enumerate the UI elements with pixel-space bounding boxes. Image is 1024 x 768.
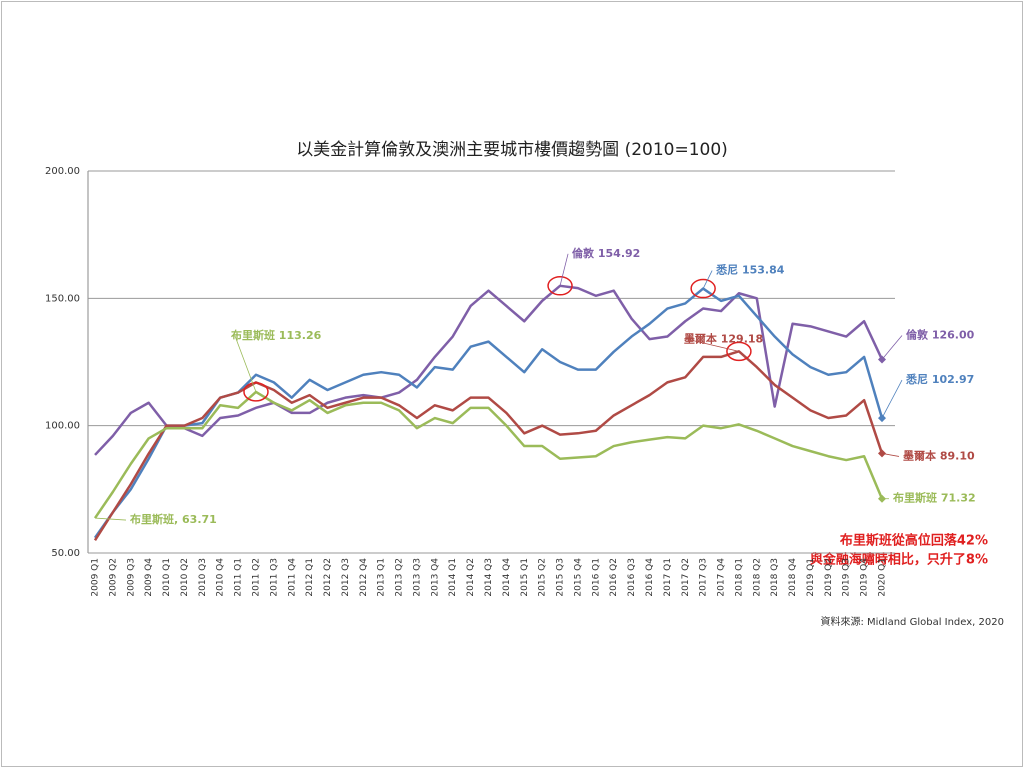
x-tick-label: 2011 Q1 (234, 558, 244, 597)
x-tick-label: 2014 Q1 (448, 558, 458, 597)
series-line (94, 284, 884, 456)
x-tick-label: 2009 Q4 (144, 558, 154, 597)
x-tick-label: 2012 Q4 (359, 558, 369, 597)
x-tick-label: 2019 Q4 (860, 558, 870, 597)
leader-line (881, 379, 903, 419)
x-tick-label: 2016 Q2 (609, 558, 619, 597)
x-tick-label: 2011 Q4 (287, 558, 297, 597)
y-tick-label: 200.00 (45, 166, 80, 177)
annotation: 布里斯班從高位回落42% (840, 533, 988, 549)
source: 資料來源: Midland Global Index, 2020 (821, 615, 1005, 628)
highlight-circle (726, 341, 752, 362)
chart-title: 以美金計算倫敦及澳洲主要城市樓價趨勢圖 (2010=100) (296, 140, 728, 160)
x-tick-label: 2014 Q2 (466, 558, 476, 597)
x-tick-label: 2017 Q4 (717, 558, 727, 597)
x-tick-label: 2016 Q4 (645, 558, 655, 597)
data-label: 布里斯班 71.32 (893, 491, 976, 505)
series-line (93, 350, 884, 541)
leader-line (881, 453, 900, 457)
y-tick-label: 100.00 (45, 421, 80, 432)
data-label: 布里斯班 113.26 (231, 328, 322, 342)
data-label: 倫敦 154.92 (572, 246, 640, 260)
data-label: 布里斯班, 63.71 (130, 512, 217, 526)
leader-line (234, 335, 257, 393)
data-label: 倫敦 126.00 (906, 327, 975, 341)
x-tick-label: 2009 Q1 (91, 558, 101, 597)
x-tick-label: 2009 Q2 (108, 558, 118, 597)
x-tick-label: 2010 Q4 (216, 558, 226, 597)
data-label: 悉尼 153.84 (715, 263, 785, 277)
data-label: 墨爾本 129.18 (684, 331, 763, 345)
leader-line (702, 270, 713, 289)
x-tick-label: 2019 Q2 (824, 558, 834, 597)
x-tick-label: 2010 Q2 (180, 558, 190, 597)
x-tick-label: 2012 Q3 (341, 558, 351, 597)
x-tick-label: 2017 Q2 (681, 558, 691, 597)
x-tick-label: 2016 Q3 (627, 558, 637, 597)
x-tick-label: 2019 Q1 (806, 558, 816, 597)
leader-line (559, 253, 569, 286)
x-tick-label: 2015 Q1 (520, 558, 530, 597)
x-tick-label: 2010 Q3 (198, 558, 208, 597)
x-tick-label: 2011 Q3 (269, 558, 279, 597)
x-tick-label: 2018 Q1 (734, 558, 744, 597)
leader-line (94, 517, 127, 521)
series-line (93, 390, 884, 519)
x-tick-label: 2015 Q2 (538, 558, 548, 597)
leader-line (881, 335, 903, 360)
highlight-circle (243, 382, 269, 402)
x-tick-label: 2011 Q2 (251, 558, 261, 597)
x-tick-label: 2010 Q1 (162, 558, 172, 597)
data-label: 墨爾本 89.10 (903, 448, 975, 462)
y-tick-label: 50.00 (51, 548, 80, 559)
x-tick-label: 2014 Q3 (484, 558, 494, 597)
x-tick-label: 2015 Q3 (556, 558, 566, 597)
highlight-circle (690, 278, 716, 299)
highlight-circle (547, 276, 573, 296)
x-tick-label: 2016 Q1 (591, 558, 601, 597)
annotation: 與金融海嘯時相比，只升了8% (810, 552, 988, 568)
x-tick-label: 2018 Q3 (770, 558, 780, 597)
x-tick-label: 2013 Q3 (412, 558, 422, 597)
x-tick-label: 2017 Q3 (699, 558, 709, 597)
x-tick-label: 2018 Q2 (752, 558, 762, 597)
x-tick-label: 2019 Q3 (842, 558, 852, 597)
x-tick-label: 2013 Q4 (430, 558, 440, 597)
x-tick-label: 2017 Q1 (663, 558, 673, 597)
x-tick-label: 2012 Q2 (323, 558, 333, 597)
leader-line (687, 338, 740, 352)
x-tick-label: 2015 Q4 (573, 558, 583, 597)
data-label: 悉尼 102.97 (905, 372, 974, 386)
x-tick-label: 2013 Q1 (377, 558, 387, 597)
x-tick-label: 2012 Q1 (305, 558, 315, 597)
x-tick-label: 2020 Q1 (878, 558, 888, 597)
y-tick-label: 150.00 (45, 293, 80, 304)
x-tick-label: 2009 Q3 (126, 558, 136, 597)
x-tick-label: 2018 Q4 (788, 558, 798, 597)
x-tick-label: 2013 Q2 (395, 558, 405, 597)
x-tick-label: 2014 Q4 (502, 558, 512, 597)
